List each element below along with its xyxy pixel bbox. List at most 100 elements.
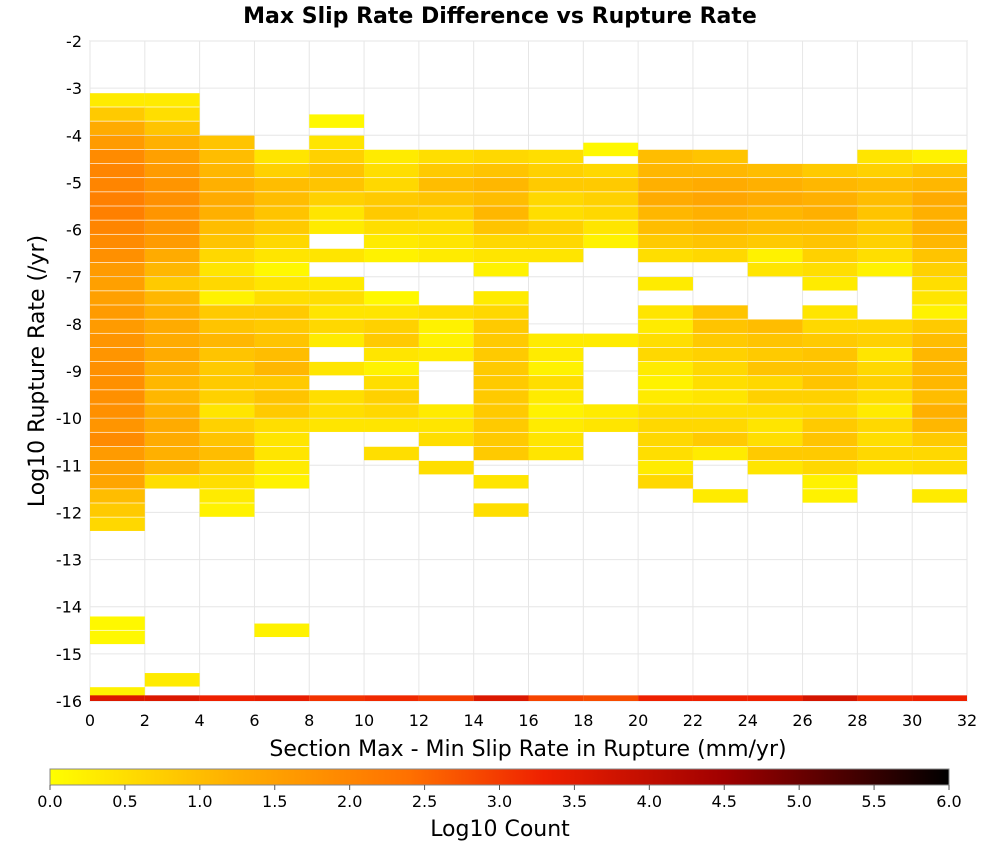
heatmap-cell [90,121,145,135]
heatmap-cell [473,234,529,249]
heatmap-cell [364,163,419,178]
heatmap-cell [90,192,145,206]
heatmap-cell [90,234,145,249]
heatmap-cell [90,248,145,263]
heatmap-cell [199,460,255,475]
heatmap-cell [528,404,584,418]
heatmap-cell [692,376,748,390]
heatmap-cell [254,460,310,475]
heatmap-cell [144,206,200,220]
heatmap-cell [418,178,474,192]
heatmap-cell [638,319,693,333]
heatmap-cell [364,418,419,432]
heatmap-cell [638,404,693,418]
heatmap-cell [692,178,748,192]
heatmap-cell [638,305,693,319]
heatmap-cell [528,333,584,348]
heatmap-cell [857,262,913,277]
heatmap-cell [309,418,365,432]
heatmap-cell [254,446,310,461]
heatmap-cell [254,376,310,390]
colorbar-tick-label: 4.5 [712,792,737,811]
heatmap-cell [857,149,913,164]
heatmap-cell [418,404,474,418]
heatmap-cell [309,135,365,150]
colorbar-tick-label: 5.5 [861,792,886,811]
heatmap-cell [583,163,639,178]
heatmap-cell [802,277,858,291]
heatmap-cell [418,347,474,362]
heatmap-cell [473,361,529,376]
heatmap-cell [90,446,145,461]
colorbar-label: Log10 Count [430,817,570,842]
heatmap-cell [528,418,584,432]
heatmap-cell [912,376,967,390]
y-tick-label: -14 [56,598,82,617]
heatmap-cell [254,361,310,376]
heatmap-cell [692,248,748,263]
heatmap-cell [144,192,200,206]
heatmap-cell [473,305,529,319]
heatmap-cell [254,432,310,447]
heatmap-cell [583,333,639,348]
colorbar-tick-label: 5.0 [786,792,811,811]
heatmap-cell [144,390,200,404]
heatmap-cell [364,234,419,249]
heatmap-cell [912,206,967,220]
heatmap-cell [309,404,365,418]
heatmap-cell [528,376,584,390]
heatmap-cell [199,220,255,234]
heatmap-cell [199,418,255,432]
heatmap-cell [418,695,474,701]
heatmap-cell [638,390,693,404]
heatmap-cell [254,149,310,164]
heatmap-cell [528,206,584,220]
x-tick-label: 16 [518,711,538,730]
heatmap-cell [802,262,858,277]
heatmap-cell [90,390,145,404]
heatmap-cell [364,206,419,220]
heatmap-cell [912,319,967,333]
heatmap-cell [364,178,419,192]
heatmap-cell [473,319,529,333]
heatmap-cell [90,503,145,517]
heatmap-cell [692,305,748,319]
heatmap-cell [90,376,145,390]
heatmap-cell [912,460,967,475]
heatmap-cell [254,178,310,192]
y-tick-label: -11 [56,456,82,475]
heatmap-cell [857,319,913,333]
x-tick-label: 10 [354,711,374,730]
heatmap-cell [583,142,639,157]
heatmap-cell [199,149,255,164]
heatmap-cell [692,319,748,333]
heatmap-cell [857,361,913,376]
heatmap-cell [90,135,145,150]
heatmap-cell [692,347,748,362]
y-tick-label: -13 [56,551,82,570]
heatmap-cell [747,390,803,404]
heatmap-cell [473,390,529,404]
heatmap-cell [144,460,200,475]
heatmap-cell [144,277,200,291]
heatmap-cell [528,234,584,249]
heatmap-cell [802,220,858,234]
heatmap-cell [583,695,639,701]
heatmap-cell [144,673,200,687]
heatmap-cell [638,206,693,220]
heatmap-cell [747,234,803,249]
heatmap-cell [473,178,529,192]
heatmap-cell [912,220,967,234]
heatmap-cell [90,220,145,234]
heatmap-cell [364,376,419,390]
heatmap-cell [692,234,748,249]
heatmap-cell [692,149,748,164]
heatmap-cell [418,192,474,206]
heatmap-cell [473,206,529,220]
heatmap-cell [857,234,913,249]
heatmap-cell [144,149,200,164]
heatmap-cell [747,347,803,362]
heatmap-cell [857,695,913,701]
y-axis-label: Log10 Rupture Rate (/yr) [25,235,50,507]
heatmap-cell [90,432,145,447]
